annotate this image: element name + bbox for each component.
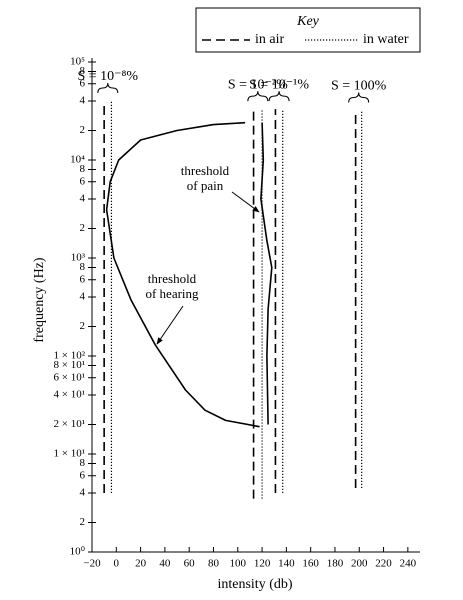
y-tick-label: 10⁴ xyxy=(70,154,85,166)
y-tick-label: 10³ xyxy=(71,252,86,264)
level-label: S = 10⁻²% xyxy=(228,77,288,92)
x-tick-label: 140 xyxy=(278,558,295,570)
y-tick-label: 8 xyxy=(80,65,86,77)
y-tick-label: 2 xyxy=(80,222,86,234)
x-tick-label: 100 xyxy=(230,558,247,570)
y-tick-label: 4 xyxy=(80,487,86,499)
legend-title: Key xyxy=(296,14,320,29)
y-tick-label: 8 xyxy=(80,457,86,469)
annotation-arrow xyxy=(156,305,184,345)
y-tick-label: 2 xyxy=(80,124,86,136)
y-tick-label: 4 xyxy=(80,291,86,303)
x-tick-label: 240 xyxy=(400,558,417,570)
level-label: S = 100% xyxy=(331,79,387,94)
curve-label: threshold xyxy=(181,163,230,178)
x-tick-label: 60 xyxy=(184,558,196,570)
x-tick-label: 40 xyxy=(159,558,171,570)
y-tick-label: 2 × 10¹ xyxy=(53,418,85,430)
y-tick-label: 4 xyxy=(80,193,86,205)
x-tick-label: 160 xyxy=(302,558,319,570)
y-tick-label: 2 xyxy=(80,516,86,528)
x-tick-label: 200 xyxy=(351,558,368,570)
level-label: S = 10⁻¹% xyxy=(249,77,309,92)
y-tick-label: 8 xyxy=(80,163,86,175)
curve xyxy=(260,122,273,425)
brace xyxy=(268,91,290,102)
curve-label: threshold xyxy=(148,271,197,286)
y-tick-label: 4 xyxy=(80,95,86,107)
y-axis-label: frequency (Hz) xyxy=(32,257,47,342)
legend-label: in water xyxy=(363,32,409,47)
x-tick-label: 180 xyxy=(327,558,344,570)
y-tick-label: 10⁵ xyxy=(70,56,85,68)
y-tick-label: 6 xyxy=(80,77,86,89)
x-axis-label: intensity (db) xyxy=(217,577,292,592)
level-label: S = 10⁻⁸% xyxy=(77,69,138,84)
curve xyxy=(105,121,260,428)
y-tick-label: 4 × 10¹ xyxy=(53,389,85,401)
y-tick-label: 1 × 10¹ xyxy=(53,448,85,460)
annotation-arrow xyxy=(231,191,260,213)
brace xyxy=(247,91,269,102)
y-tick-label: 2 xyxy=(80,320,86,332)
y-tick-label: 6 xyxy=(80,175,86,187)
y-tick-label: 6 xyxy=(80,273,86,285)
x-tick-label: 220 xyxy=(375,558,392,570)
legend-box xyxy=(195,7,421,53)
y-tick-label: 8 × 10¹ xyxy=(53,359,85,371)
y-tick-label: 8 xyxy=(80,261,86,273)
x-tick-label: 80 xyxy=(208,558,220,570)
x-tick-label: −20 xyxy=(83,558,101,570)
brace xyxy=(348,92,370,103)
legend-label: in air xyxy=(255,32,284,47)
y-tick-label: 1 × 10² xyxy=(53,350,85,362)
y-tick-label: 10⁰ xyxy=(70,546,86,558)
x-tick-label: 20 xyxy=(135,558,147,570)
curve-label: of hearing xyxy=(145,286,199,301)
x-tick-label: 120 xyxy=(254,558,271,570)
y-tick-label: 6 xyxy=(80,469,86,481)
x-tick-label: 0 xyxy=(114,558,120,570)
y-tick-label: 6 × 10¹ xyxy=(53,371,85,383)
curve-label: of pain xyxy=(187,178,224,193)
brace xyxy=(97,82,119,94)
